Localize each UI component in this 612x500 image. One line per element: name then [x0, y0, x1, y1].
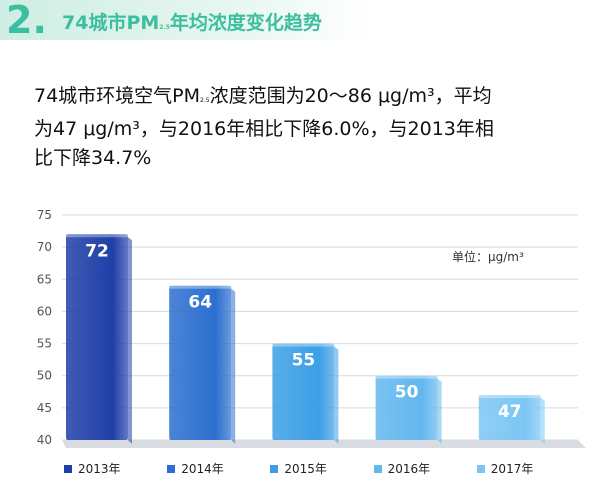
data-label: 50: [395, 383, 419, 403]
section-title: 74城市PM2.5年均浓度变化趋势: [62, 8, 322, 35]
bar: [272, 343, 335, 440]
chart-description: 74城市环境空气PM2.5浓度范围为20～86 μg/m³，平均 为47 μg/…: [34, 82, 594, 173]
description-line-1-suffix: 浓度范围为20～86 μg/m³，平均: [209, 85, 492, 107]
y-tick-label: 70: [37, 240, 52, 254]
chart-legend: 2013年 2014年 2015年 2016年 2017年: [0, 458, 612, 488]
bar: [375, 375, 438, 440]
description-line-2: 为47 μg/m³，与2016年相比下降6.0%，与2013年相: [34, 118, 494, 140]
y-tick-label: 55: [37, 337, 52, 351]
legend-label: 2015年: [284, 462, 327, 476]
legend-item: 2017年: [476, 460, 534, 477]
bar: [169, 285, 232, 440]
legend-label: 2014年: [181, 462, 224, 476]
y-tick-label: 40: [37, 433, 52, 447]
bar-top: [272, 343, 335, 347]
y-tick-label: 65: [37, 272, 52, 286]
description-line-1-sub: 2.5: [200, 97, 210, 104]
bar-side: [437, 378, 442, 444]
data-label: 72: [85, 241, 109, 261]
section-title-sub: 2.5: [159, 24, 170, 31]
legend-label: 2017年: [490, 462, 534, 476]
bar-side: [128, 237, 132, 444]
bar: [66, 234, 128, 440]
legend-swatch: [476, 464, 485, 473]
y-tick-label: 75: [37, 208, 52, 222]
data-label: 47: [498, 402, 522, 422]
section-number: 2.: [6, 0, 47, 42]
y-tick-label: 45: [37, 401, 52, 415]
legend-label: 2016年: [387, 462, 431, 476]
legend-item: 2014年: [167, 460, 224, 477]
legend-item: 2013年: [64, 460, 121, 477]
legend-item: 2015年: [270, 460, 327, 477]
section-header: 2. 74城市PM2.5年均浓度变化趋势: [0, 0, 370, 42]
description-line-1: 74城市环境空气PM2.5浓度范围为20～86 μg/m³，平均: [34, 82, 594, 115]
bar-side: [540, 398, 545, 444]
bar-side: [231, 288, 236, 444]
data-label: 64: [188, 293, 212, 313]
legend-swatch: [270, 464, 279, 473]
bar-top: [66, 234, 128, 238]
bar-top: [375, 375, 438, 379]
data-label: 55: [292, 351, 316, 371]
section-title-suffix: 年均浓度变化趋势: [169, 12, 322, 34]
legend-swatch: [64, 464, 72, 473]
chart-floor: [62, 440, 586, 448]
bar-top: [478, 395, 541, 398]
legend-label: 2013年: [78, 462, 121, 476]
legend-item: 2016年: [373, 460, 431, 477]
bar-side: [334, 346, 339, 444]
unit-label: 单位：μg/m³: [452, 250, 524, 264]
description-line-3: 比下降34.7%: [34, 147, 152, 169]
legend-swatch: [373, 464, 382, 473]
bar-top: [169, 285, 232, 289]
y-tick-label: 60: [37, 304, 52, 318]
legend-swatch: [167, 464, 176, 473]
y-tick-label: 50: [37, 369, 52, 383]
section-title-prefix: 74城市PM: [62, 12, 160, 34]
bar: [478, 395, 541, 440]
description-line-1-prefix: 74城市环境空气PM: [34, 85, 201, 107]
